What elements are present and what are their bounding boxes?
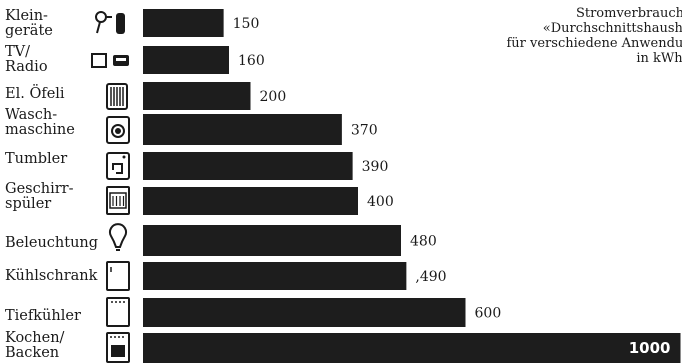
title-block: Stromverbrauch ei «Durchschnittshaushalt…: [440, 6, 682, 66]
tv-and-radio-icon: [91, 53, 129, 68]
category-label-tiefkuehler: Tiefkühler: [5, 308, 81, 324]
category-label-waschmaschine: Wasch- maschine: [5, 107, 75, 138]
value-labels: 150 160 200 370 390 400 480 ,490 600 1000: [233, 16, 671, 357]
hairdryer-and-shaver-icon: [95, 11, 125, 34]
freezer-icon: [106, 297, 130, 327]
value-label-1: 150: [233, 16, 260, 32]
washing-machine-icon: [106, 116, 130, 144]
bar-7: [143, 225, 401, 256]
bar-5: [143, 152, 353, 180]
value-label-2: 160: [238, 53, 265, 69]
value-label-8: ,490: [415, 269, 446, 285]
bar-9: [143, 298, 466, 327]
category-label-el-oefeli: El. Öfeli: [5, 86, 65, 102]
bar-3: [143, 82, 251, 110]
bars: [143, 9, 681, 363]
value-label-4: 370: [351, 123, 378, 139]
category-label-geschirrspueler: Geschirr- spüler: [5, 181, 74, 212]
category-label-tumbler: Tumbler: [5, 151, 68, 167]
tumble-dryer-icon: [106, 152, 130, 180]
bar-1: [143, 9, 224, 37]
category-label-kochen-backen: Kochen/ Backen: [5, 330, 65, 361]
value-label-10: 1000: [629, 339, 671, 357]
bar-2: [143, 46, 229, 74]
title-line-2: «Durchschnittshaushalt: [542, 21, 682, 36]
bar-4: [143, 114, 342, 145]
value-label-5: 390: [362, 159, 389, 175]
category-label-kuehlschrank: Kühlschrank: [5, 268, 98, 284]
dishwasher-icon: [106, 186, 130, 215]
refrigerator-icon: [106, 261, 130, 291]
category-label-tv-radio: TV/ Radio: [5, 44, 48, 75]
stove-icon: [106, 332, 130, 363]
title-line-3: für verschiedene Anwendung: [506, 36, 682, 51]
appliance-icons: [91, 11, 130, 363]
title-line-4: in kWh/Ja: [636, 51, 682, 66]
category-label-kleingeraete: Klein- geräte: [5, 8, 53, 39]
value-label-9: 600: [475, 306, 502, 322]
light-bulb-icon: [109, 223, 127, 251]
value-label-6: 400: [367, 194, 394, 210]
title-line-1: Stromverbrauch ei: [575, 6, 682, 21]
value-label-7: 480: [410, 234, 437, 250]
value-label-3: 200: [260, 89, 287, 105]
bar-10: [143, 333, 681, 363]
bar-6: [143, 187, 358, 215]
category-label-beleuchtung: Beleuchtung: [5, 235, 99, 251]
heater-icon: [106, 83, 128, 110]
bar-8: [143, 262, 407, 290]
